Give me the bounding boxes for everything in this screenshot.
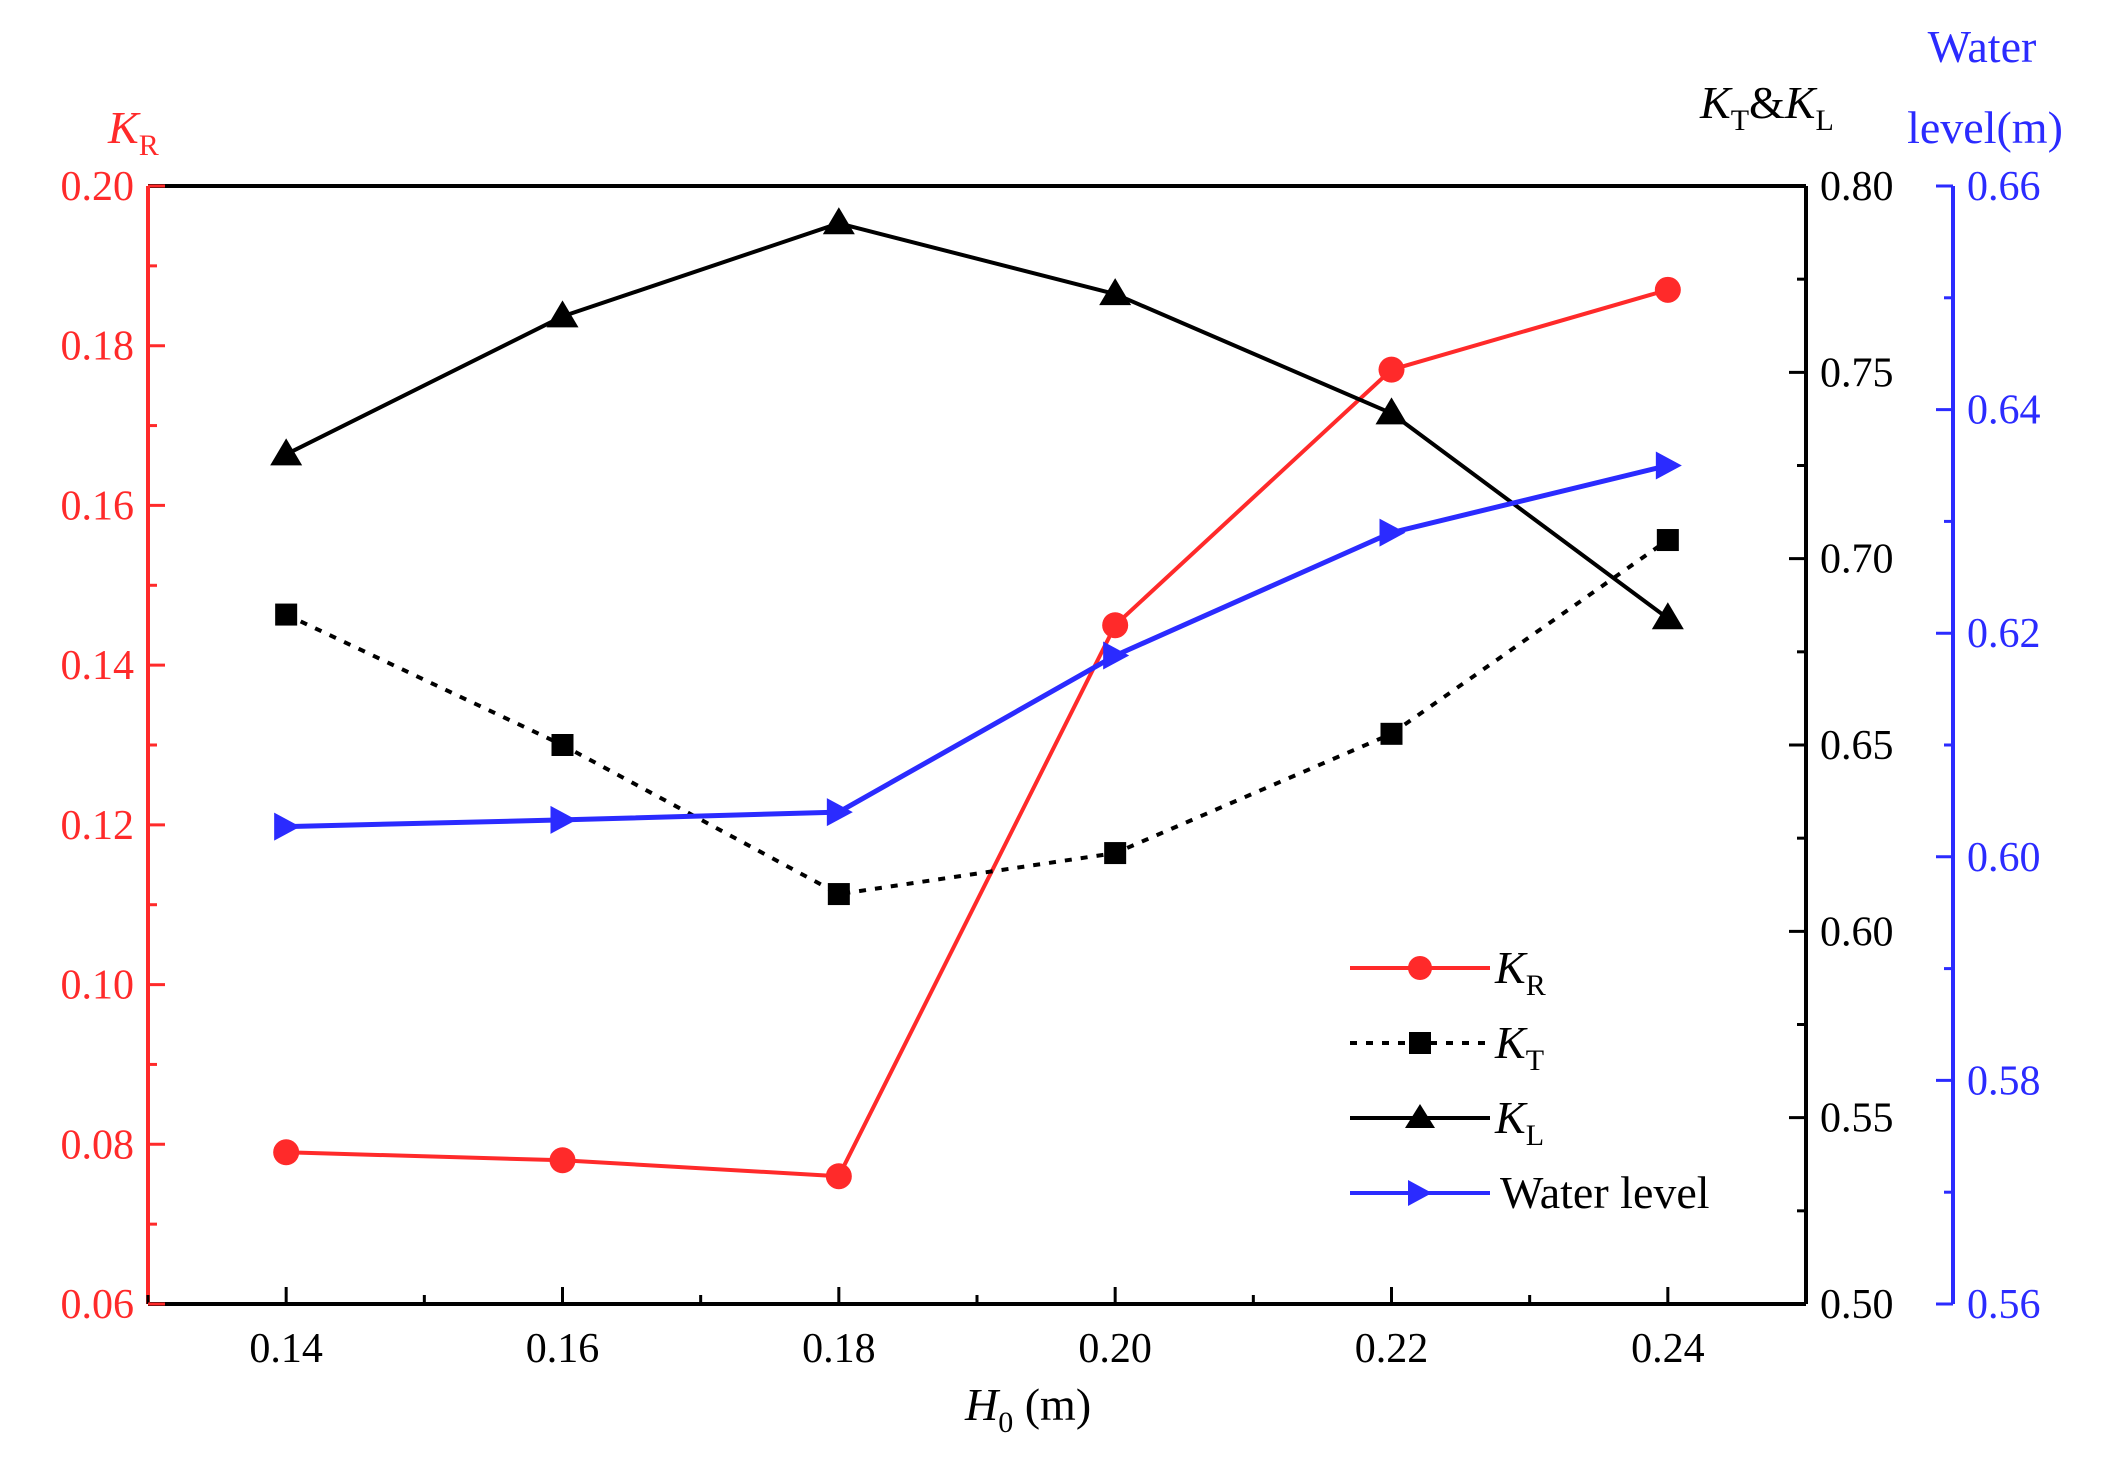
legend-kr-marker [1408,956,1432,980]
right-y-tick-label: 0.80 [1820,164,1894,210]
legend-water-level-marker [1408,1180,1432,1206]
data-point-kl [822,207,855,235]
legend-kt-marker [1409,1032,1431,1054]
data-point-kr [1378,356,1405,383]
data-point-wl [550,805,577,834]
series-line-wl [286,463,1669,830]
right-y-tick-label: 0.50 [1820,1282,1894,1328]
data-point-kl [270,438,303,466]
data-point-kl [1099,278,1132,306]
data-point-kt [1656,529,1679,552]
legend-kl-label: KL [1494,1092,1544,1152]
series-markers [270,207,1684,1190]
data-point-wl [274,812,301,841]
left-y-tick-label: 0.18 [61,324,135,370]
left-y-tick-label: 0.12 [61,803,135,849]
right-y-tick-label: 0.65 [1820,723,1894,769]
left-axis-title: KR [107,102,159,162]
data-point-kt [1380,722,1403,745]
data-point-kl [546,300,579,328]
water-level-y-tick-label: 0.62 [1967,611,2041,657]
legend-kr-label: KR [1494,942,1546,1002]
x-tick-label: 0.22 [1355,1326,1429,1372]
data-point-kr [273,1139,300,1166]
axis-ticks: 0.14 0.16 0.18 0.20 0.22 0.24 0.06 0.08 0.10 0.12… [61,164,2041,1372]
x-tick-label: 0.18 [802,1326,876,1372]
legend-kt-label: KT [1494,1017,1544,1077]
data-point-kt [275,603,298,626]
data-point-kt [551,734,574,756]
data-point-kr [1102,612,1129,639]
left-y-tick-label: 0.08 [61,1122,135,1168]
series-line-kl [285,221,1669,620]
data-point-wl [1103,641,1130,670]
legend-kl-marker [1405,1104,1435,1128]
water-level-axis-title-line2: level(m) [1907,102,2063,153]
data-point-kl [1651,602,1684,630]
series-lines [285,221,1669,1179]
data-point-wl [826,798,853,827]
water-level-y-tick-label: 0.56 [1967,1282,2041,1328]
legend-water-level-label: Water level [1500,1167,1710,1218]
x-axis-title: H0 (m) [964,1379,1091,1439]
data-point-kt [827,883,850,906]
x-tick-label: 0.20 [1078,1326,1152,1372]
x-tick-label: 0.14 [249,1326,323,1372]
left-y-tick-label: 0.14 [61,643,135,689]
water-level-y-tick-label: 0.66 [1967,164,2041,210]
data-point-kt [1104,842,1127,865]
left-y-tick-label: 0.16 [61,483,135,529]
left-y-tick-label: 0.10 [61,963,135,1009]
right-y-tick-label: 0.60 [1820,909,1894,955]
left-y-tick-label: 0.20 [61,164,135,210]
right-axis-title: KT&KL [1699,77,1834,137]
x-tick-label: 0.16 [526,1326,600,1372]
data-point-wl [1655,451,1682,480]
left-y-tick-label: 0.06 [61,1282,135,1328]
water-level-axis-title-line1: Water [1928,21,2037,72]
right-y-tick-label: 0.55 [1820,1096,1894,1142]
water-level-y-tick-label: 0.58 [1967,1058,2041,1104]
right-y-tick-label: 0.75 [1820,350,1894,396]
legend: KR KT KL Water level [1350,942,1710,1218]
right-y-tick-label: 0.70 [1820,537,1894,583]
data-point-kr [825,1163,852,1190]
water-level-y-tick-label: 0.64 [1967,388,2041,434]
data-point-kr [549,1147,576,1174]
water-level-y-tick-label: 0.60 [1967,835,2041,881]
x-tick-label: 0.24 [1631,1326,1705,1372]
data-point-kr [1654,276,1681,303]
data-point-wl [1379,518,1406,547]
series-line-kr [286,287,1669,1179]
data-point-kl [1375,397,1408,425]
